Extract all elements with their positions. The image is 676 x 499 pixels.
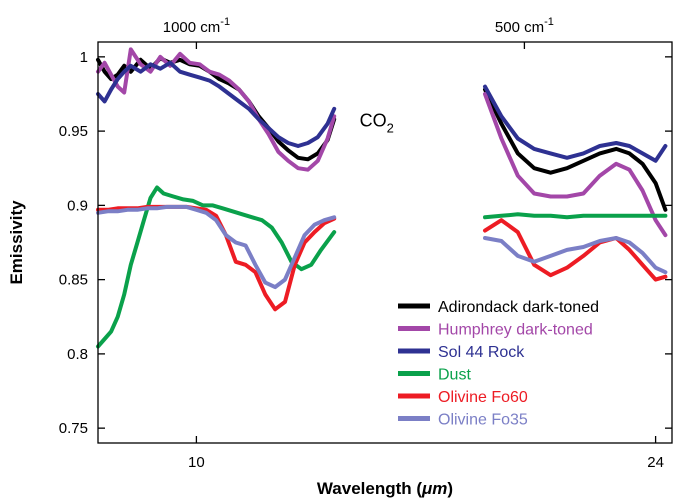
series-line-3-seg-1 [483, 212, 668, 220]
ticks-layer: 0.75 0.8 0.85 0.9 0.95 1 10 24 1000 cm-1 500 cm-1 [59, 16, 672, 471]
legend-label-1: Humphrey dark-toned [438, 322, 593, 339]
series-line-0-seg-1 [483, 87, 668, 212]
y-tick-label-4: 0.95 [59, 123, 88, 140]
y-axis-title: Emissivity [7, 200, 26, 285]
top-tick-label-1: 500 cm-1 [495, 16, 554, 36]
series-line-4-seg-1 [483, 218, 668, 282]
series-line-2-seg-0 [96, 60, 337, 148]
legend-label-5: Olivine Fo35 [438, 412, 528, 429]
series-line-1-seg-0 [96, 47, 337, 172]
top-tick-label-0: 1000 cm-1 [163, 16, 230, 36]
legend-label-3: Dust [438, 367, 471, 384]
y-tick-label-0: 0.75 [59, 420, 88, 437]
series-layer [96, 47, 668, 349]
series-line-2-seg-1 [483, 84, 668, 163]
x-axis-title: Wavelength (μm) [317, 479, 453, 498]
x-tick-label-0: 10 [188, 454, 205, 471]
y-tick-label-2: 0.85 [59, 272, 88, 289]
y-tick-label-1: 0.8 [67, 346, 88, 363]
legend: Adirondack dark-toned Humphrey dark-toned… [398, 299, 599, 429]
x-tick-label-1: 24 [647, 454, 664, 471]
y-tick-label-5: 1 [80, 49, 88, 66]
series-line-1-seg-1 [483, 92, 668, 238]
legend-label-4: Olivine Fo60 [438, 389, 528, 406]
plot-frame [97, 41, 673, 444]
series-line-5-seg-0 [96, 204, 337, 290]
legend-label-2: Sol 44 Rock [438, 344, 525, 361]
series-line-3-seg-0 [96, 185, 337, 349]
y-tick-label-3: 0.9 [67, 197, 88, 214]
series-line-5-seg-1 [483, 236, 668, 275]
legend-label-0: Adirondack dark-toned [438, 299, 599, 316]
co2-annotation: CO2 [360, 111, 394, 136]
